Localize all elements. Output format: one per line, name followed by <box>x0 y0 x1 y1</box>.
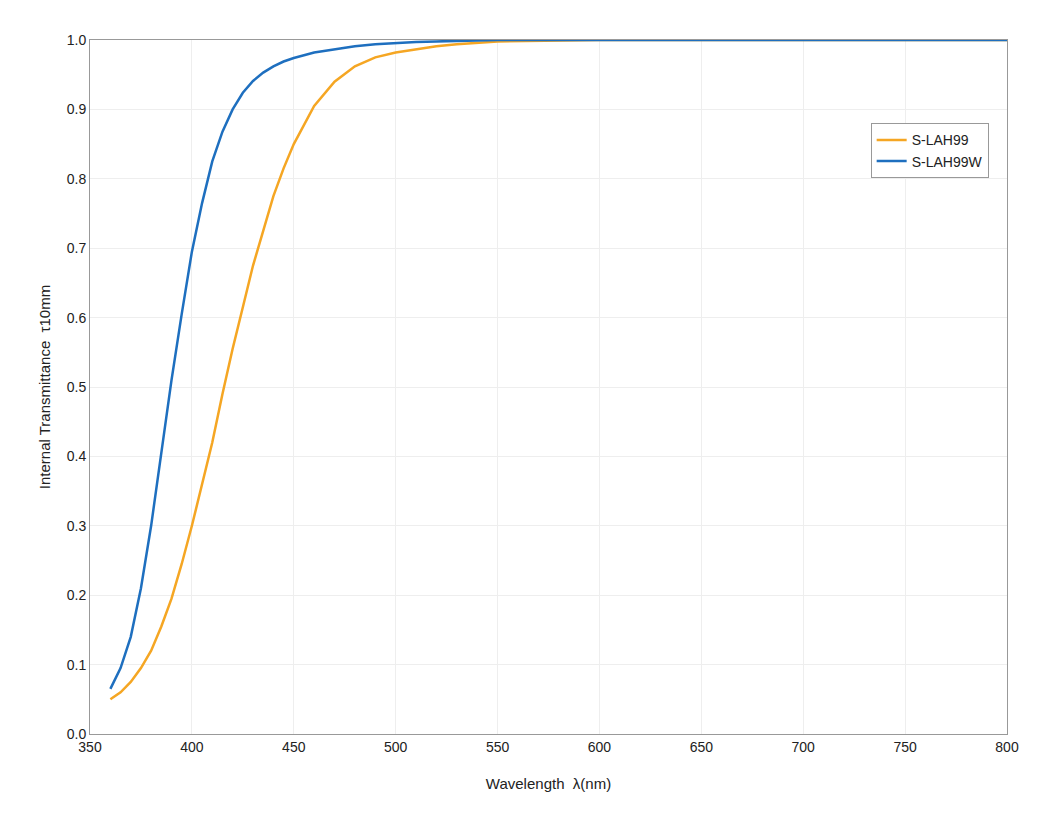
svg-text:Wavelength λ(nm): Wavelength λ(nm) <box>486 775 611 792</box>
svg-text:Internal Transmittance τ10mm: Internal Transmittance τ10mm <box>36 285 53 489</box>
svg-text:550: 550 <box>486 739 510 755</box>
svg-text:0.7: 0.7 <box>67 240 87 256</box>
svg-text:800: 800 <box>995 739 1019 755</box>
svg-text:400: 400 <box>180 739 204 755</box>
svg-text:500: 500 <box>384 739 408 755</box>
svg-text:750: 750 <box>893 739 917 755</box>
svg-text:0.8: 0.8 <box>67 171 87 187</box>
svg-text:0.2: 0.2 <box>67 587 87 603</box>
svg-text:450: 450 <box>282 739 306 755</box>
svg-text:0.1: 0.1 <box>67 657 87 673</box>
svg-text:700: 700 <box>792 739 816 755</box>
svg-text:1.0: 1.0 <box>67 32 87 48</box>
svg-text:0.6: 0.6 <box>67 310 87 326</box>
svg-text:0.9: 0.9 <box>67 101 87 117</box>
svg-text:650: 650 <box>690 739 714 755</box>
svg-text:0.5: 0.5 <box>67 379 87 395</box>
svg-text:0.3: 0.3 <box>67 518 87 534</box>
svg-text:S-LAH99: S-LAH99 <box>912 132 969 148</box>
svg-text:350: 350 <box>78 739 102 755</box>
svg-text:S-LAH99W: S-LAH99W <box>912 154 983 170</box>
svg-text:600: 600 <box>588 739 612 755</box>
svg-text:0.4: 0.4 <box>67 448 87 464</box>
svg-text:0.0: 0.0 <box>67 726 87 742</box>
